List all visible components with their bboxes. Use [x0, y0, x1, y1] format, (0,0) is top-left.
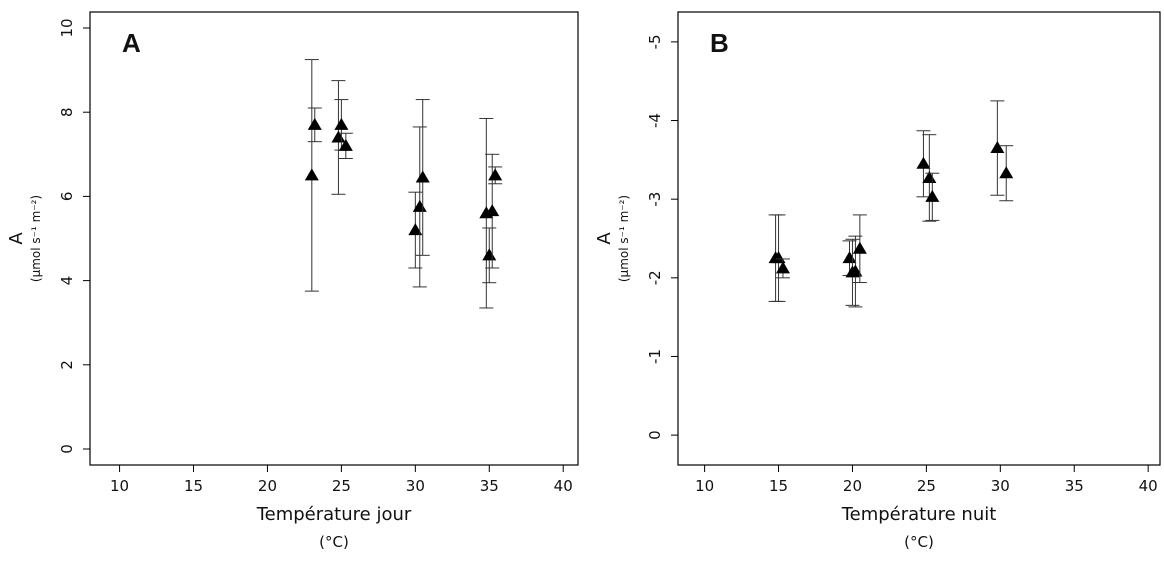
plot-frame — [677, 11, 1161, 466]
point — [334, 117, 349, 130]
y-axis-label: A — [594, 232, 615, 245]
y-tick-label: -5 — [646, 34, 664, 49]
x-tick-label: 25 — [332, 477, 351, 495]
point — [408, 223, 423, 236]
y-tick-label: 2 — [58, 360, 76, 370]
x-axis-unit: (°C) — [904, 533, 934, 551]
x-tick-label: 10 — [110, 477, 129, 495]
point — [485, 204, 500, 217]
x-tick-label: 25 — [917, 477, 936, 495]
y-tick-label: 8 — [58, 107, 76, 117]
x-tick-label: 35 — [480, 477, 499, 495]
y-tick-label: 6 — [58, 192, 76, 202]
point — [482, 248, 497, 261]
panel-label: B — [710, 28, 729, 58]
x-axis-unit: (°C) — [319, 533, 349, 551]
y-tick-label: 10 — [58, 18, 76, 37]
y-axis-label: A — [6, 232, 27, 245]
x-axis-label: Température nuit — [841, 504, 997, 525]
point — [848, 264, 863, 277]
x-tick-label: 35 — [1065, 477, 1084, 495]
point — [842, 251, 857, 264]
point — [412, 199, 427, 212]
x-tick-label: 20 — [258, 477, 277, 495]
point — [852, 241, 867, 254]
x-tick-label: 30 — [991, 477, 1010, 495]
point — [771, 251, 786, 264]
point — [338, 138, 353, 151]
point — [999, 166, 1014, 179]
panel-label: A — [122, 28, 141, 58]
y-tick-label: -2 — [646, 270, 664, 285]
x-tick-label: 15 — [184, 477, 203, 495]
y-axis-unit: (µmol s⁻¹ m⁻²) — [29, 195, 43, 282]
x-tick-label: 10 — [695, 477, 714, 495]
x-tick-label: 40 — [1139, 477, 1158, 495]
x-tick-label: 15 — [769, 477, 788, 495]
point — [990, 141, 1005, 154]
x-tick-label: 40 — [554, 477, 573, 495]
x-axis-label: Température jour — [256, 504, 412, 525]
point — [775, 261, 790, 274]
x-tick-label: 30 — [406, 477, 425, 495]
point — [922, 170, 937, 183]
y-tick-label: 0 — [58, 444, 76, 454]
point — [916, 156, 931, 169]
y-tick-label: 0 — [646, 430, 664, 440]
point — [307, 117, 322, 130]
y-tick-label: -1 — [646, 349, 664, 364]
y-tick-label: 4 — [58, 276, 76, 286]
y-tick-label: -3 — [646, 192, 664, 207]
x-tick-label: 20 — [843, 477, 862, 495]
y-tick-label: -4 — [646, 113, 664, 128]
plot-frame — [89, 11, 579, 466]
point — [304, 168, 319, 181]
point — [925, 189, 940, 202]
point — [331, 130, 346, 143]
point — [488, 168, 503, 181]
y-axis-unit: (µmol s⁻¹ m⁻²) — [617, 195, 631, 282]
point — [415, 170, 430, 183]
